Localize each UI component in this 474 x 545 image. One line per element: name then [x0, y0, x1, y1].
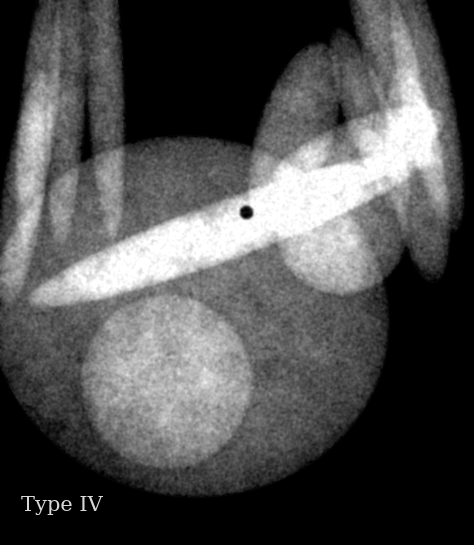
Text: Type IV: Type IV [21, 496, 103, 515]
